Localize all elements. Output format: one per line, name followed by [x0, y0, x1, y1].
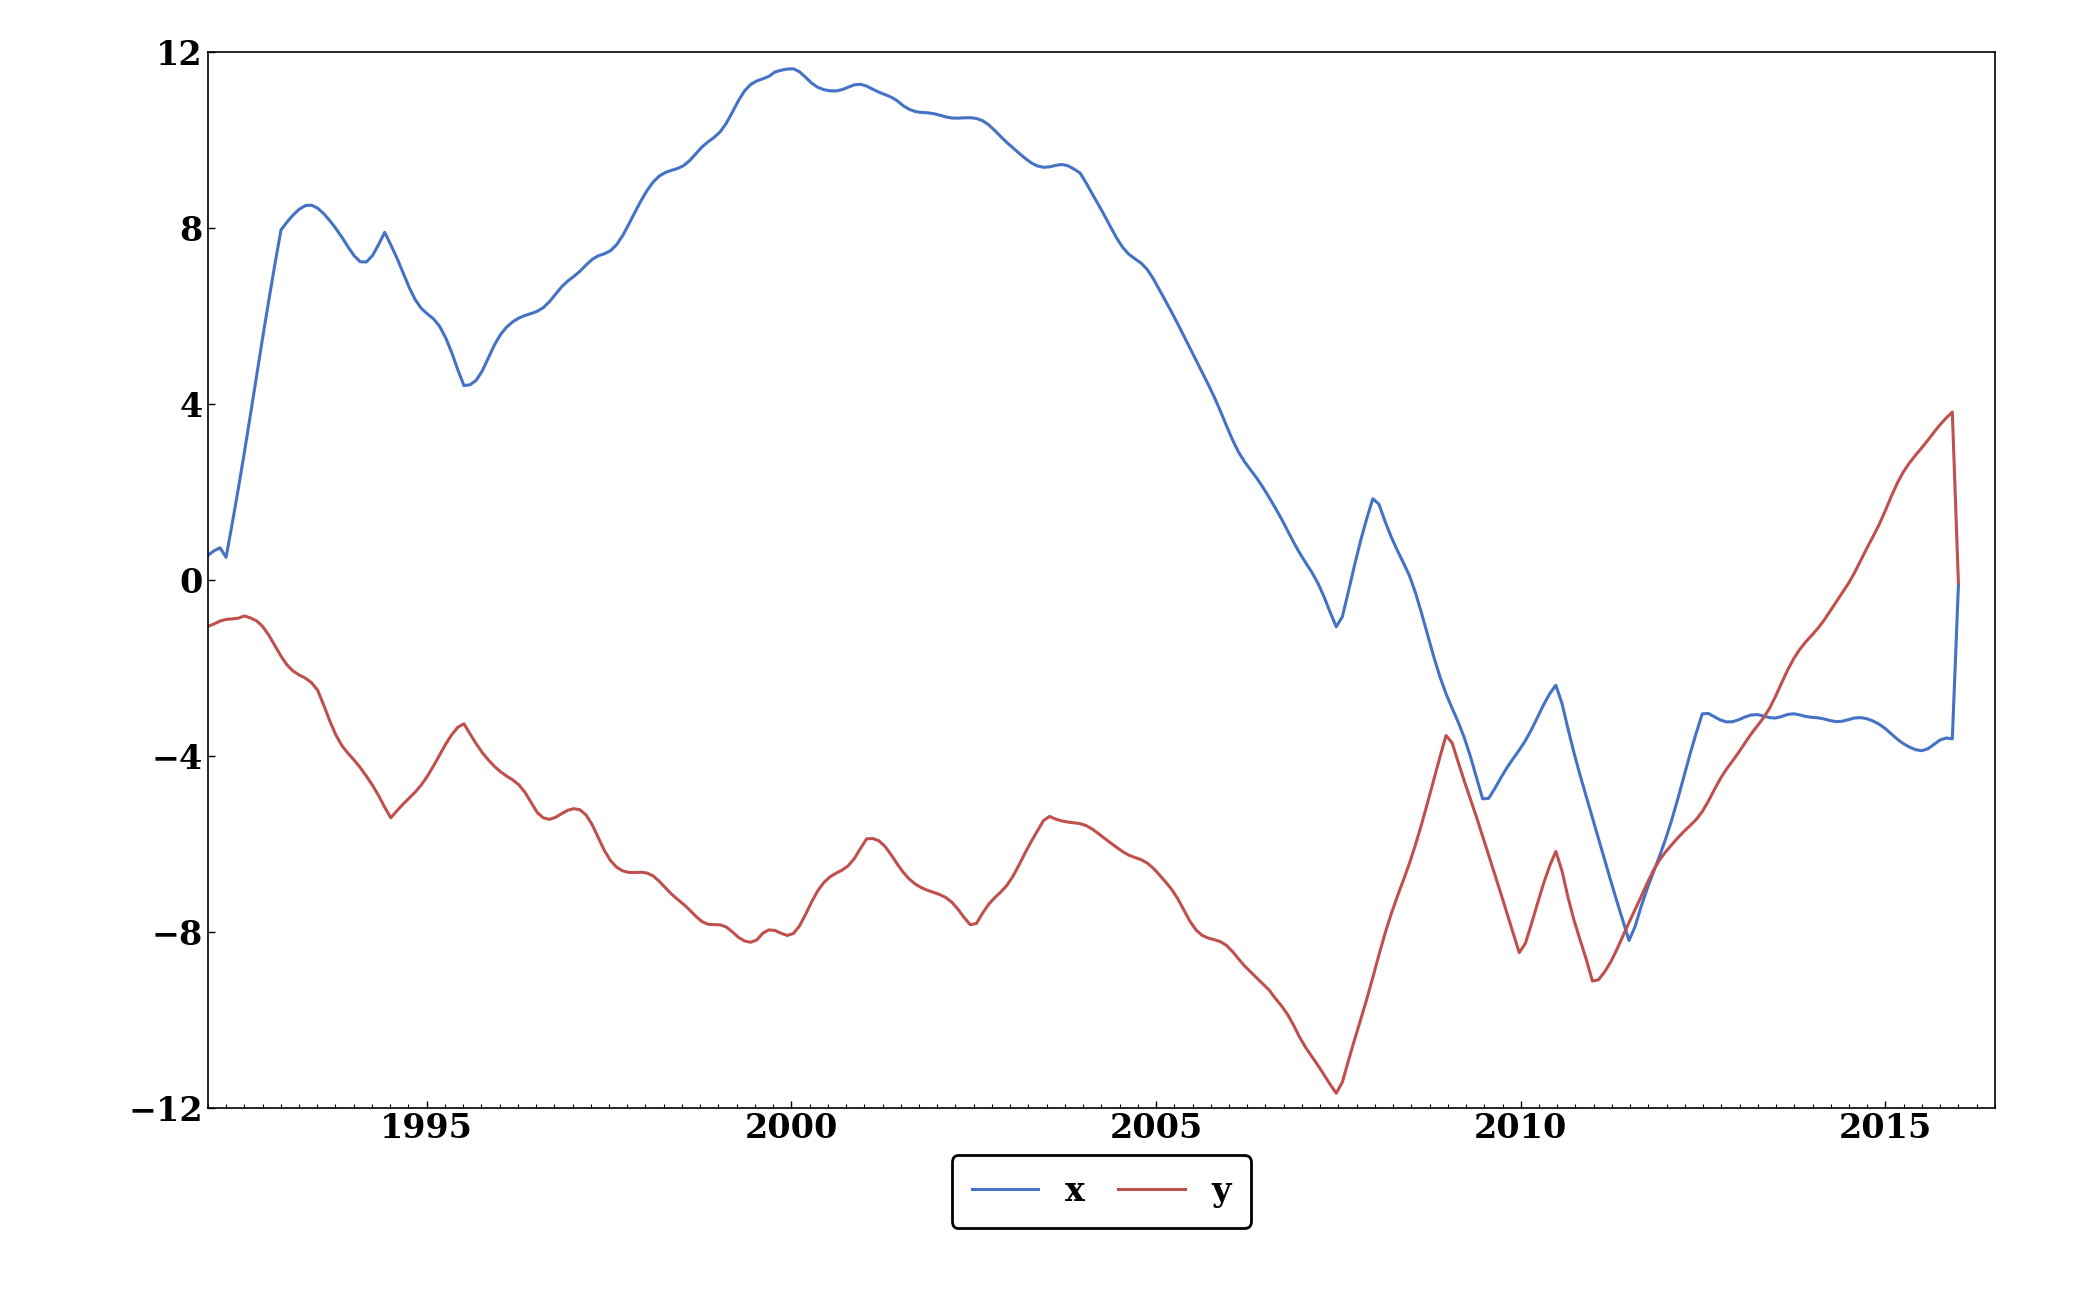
y — [1671, 823, 1696, 839]
y — [1941, 404, 1966, 420]
y — [1800, 627, 1824, 642]
Legend: x, y: x, y — [952, 1154, 1251, 1229]
Line: y: y — [208, 412, 1957, 1093]
y — [195, 619, 220, 635]
x — [1677, 747, 1702, 762]
x — [1945, 577, 1970, 593]
y — [1945, 576, 1970, 592]
y — [347, 760, 372, 775]
x — [1087, 197, 1112, 212]
x — [347, 254, 372, 270]
y — [1702, 782, 1727, 797]
x — [1752, 708, 1777, 723]
x — [1806, 710, 1831, 726]
x — [195, 547, 220, 563]
x — [781, 61, 806, 77]
x — [1708, 713, 1733, 728]
y — [1081, 821, 1105, 837]
Line: x: x — [208, 69, 1957, 941]
y — [1324, 1085, 1349, 1101]
y — [1746, 718, 1770, 734]
x — [1617, 933, 1642, 949]
